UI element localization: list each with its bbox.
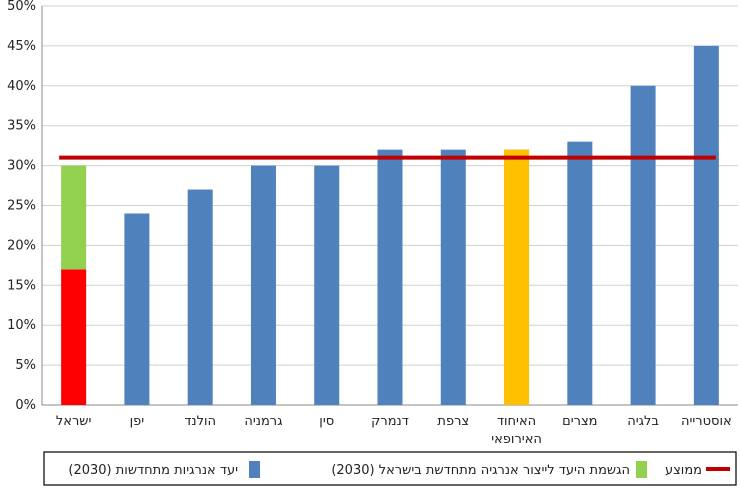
x-category-label: אוסטרייה <box>681 414 732 429</box>
x-category-label: גרמניה <box>244 414 282 429</box>
bars <box>61 45 719 406</box>
x-category-label: בלגיה <box>627 414 659 429</box>
x-category-label: יפן <box>130 414 145 429</box>
bar <box>567 141 593 405</box>
legend-swatch <box>636 461 647 478</box>
bar <box>187 189 213 405</box>
y-tick-label: 15% <box>7 278 36 293</box>
bar <box>630 85 656 406</box>
legend-swatch <box>249 461 260 478</box>
x-category-label: צרפת <box>437 414 469 429</box>
x-category-label: ישראל <box>56 414 92 429</box>
legend-label: ממוצע <box>665 463 702 478</box>
y-axis-ticks: 0% 5% 10% 15% 20% 25% 30% 35% 40% 45% 50% <box>7 0 36 413</box>
y-tick-label: 30% <box>7 159 36 174</box>
y-tick-label: 20% <box>7 238 36 253</box>
bar <box>250 165 276 405</box>
bar <box>314 165 340 405</box>
y-tick-label: 10% <box>7 318 36 333</box>
bar <box>61 269 87 405</box>
y-tick-label: 50% <box>7 0 36 14</box>
y-tick-label: 5% <box>15 358 36 373</box>
legend-box <box>43 451 737 486</box>
bar <box>440 149 466 405</box>
x-category-label: דנמרק <box>371 414 409 429</box>
bar <box>504 149 530 405</box>
legend-label: הגשמת היעד לייצור אנרגיה מתחדשת בישראל (… <box>331 463 630 478</box>
x-category-label: סין <box>319 414 334 429</box>
x-category-label: האירופאי <box>491 432 542 447</box>
legend: יעד אנרגיות מתחדשות (2030) הגשמת היעד ליי… <box>43 451 737 486</box>
y-tick-label: 25% <box>7 199 36 214</box>
bar <box>693 45 719 406</box>
legend-label: יעד אנרגיות מתחדשות (2030) <box>68 463 238 478</box>
x-category-label: הולנד <box>184 414 216 429</box>
y-tick-label: 45% <box>7 39 36 54</box>
x-category-label: האיחוד <box>497 414 536 429</box>
bar <box>124 213 150 405</box>
y-tick-label: 35% <box>7 119 36 134</box>
y-tick-label: 0% <box>15 398 36 413</box>
bar <box>61 165 87 270</box>
x-axis-categories: ישראל יפן הולנד גרמניה סין דנמרק צרפת האיחוד האי… <box>56 414 732 447</box>
y-tick-label: 40% <box>7 79 36 94</box>
bar <box>377 149 403 405</box>
x-category-label: מצרים <box>562 414 597 429</box>
